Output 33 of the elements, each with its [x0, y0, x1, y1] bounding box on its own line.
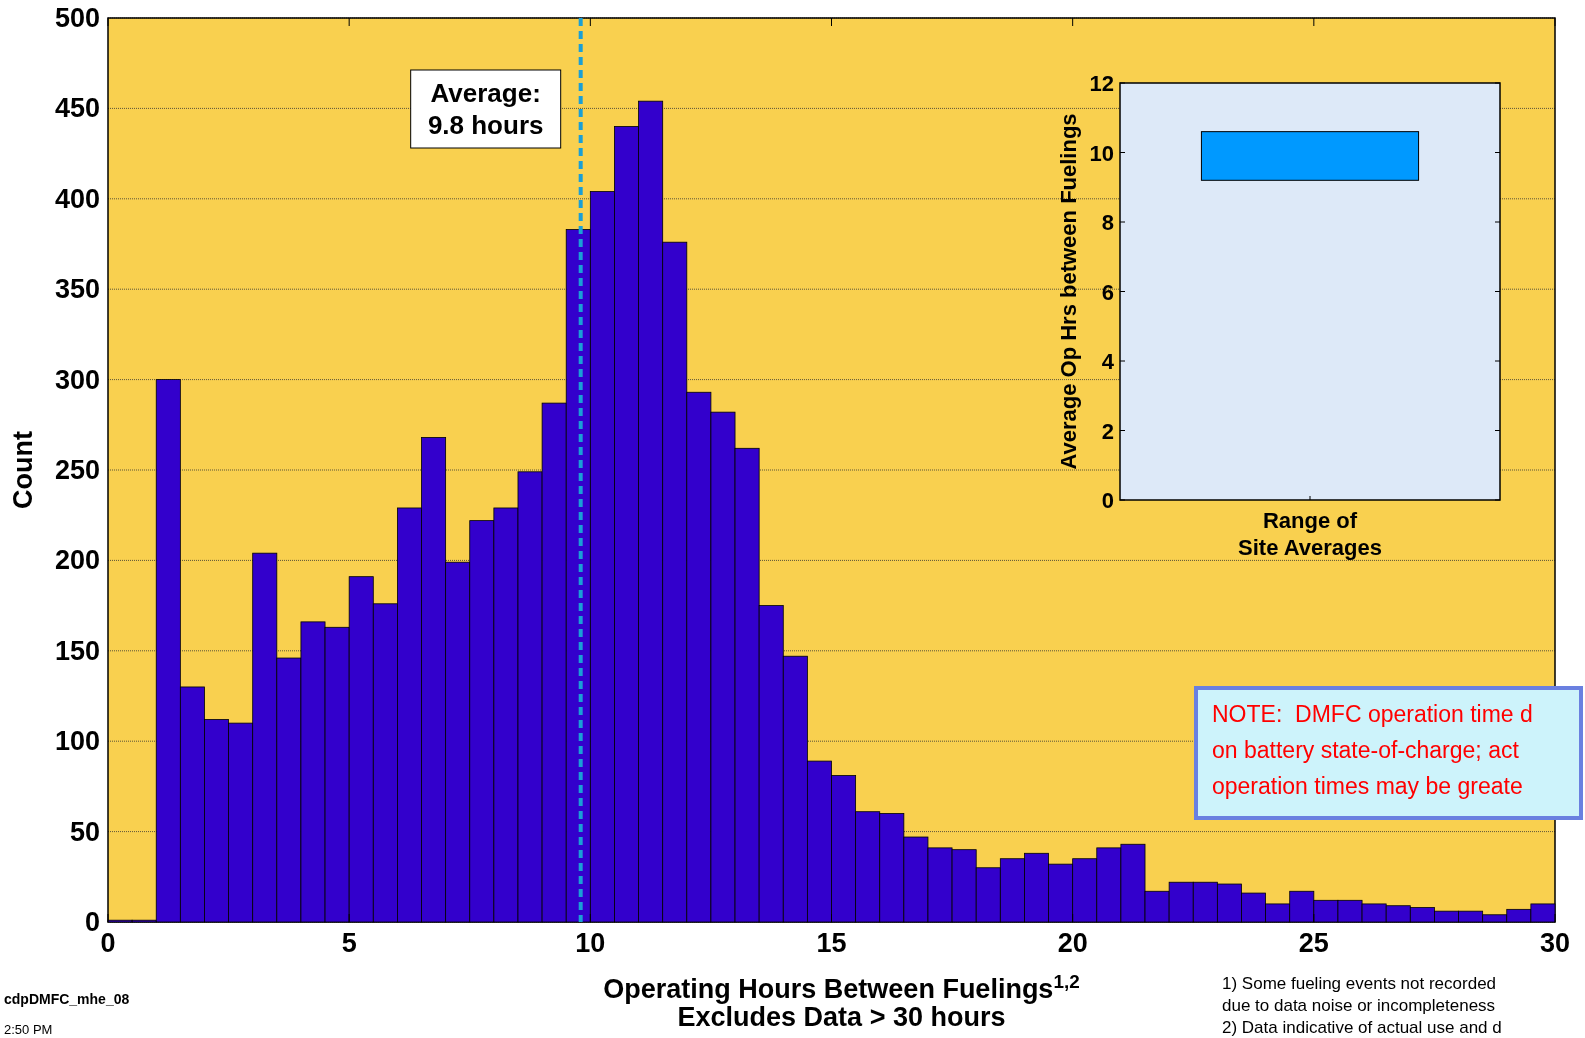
text: Operating Hours Between Fuelings$^{1,2}$ Excludes Data > 30 hours — [603, 970, 1080, 1032]
y-tick-label: 300 — [54, 364, 100, 395]
y-tick-label: 10 — [1089, 140, 1114, 166]
x-tick-label: 10 — [575, 928, 606, 958]
x-tick-label: 30 — [1539, 928, 1571, 958]
y-axis-title: Average Op Hrs between Fuelings — [1056, 113, 1081, 470]
text: 1) Some fueling events not recorded due to data noise or incompleteness 2) Data indicative of actual use and d — [1222, 974, 1502, 1037]
y-axis-title: Count — [8, 431, 38, 509]
x-tick-label: 5 — [341, 928, 357, 958]
y-tick-label: 50 — [69, 816, 100, 847]
y-tick-label: 0 — [1101, 488, 1114, 513]
y-tick-label: 200 — [54, 545, 100, 576]
x-axis-title: Range of Site Averages — [1238, 508, 1382, 560]
y-tick-label: 450 — [54, 93, 100, 124]
y-tick-label: 150 — [54, 635, 100, 666]
annotation: NOTE: DMFC operation time d on battery state-of-charge; act operation times may be greate — [1212, 701, 1533, 799]
x-tick-label: 20 — [1057, 928, 1088, 958]
y-tick-label: 500 — [54, 3, 100, 33]
y-tick-label: 100 — [54, 726, 100, 757]
y-tick-label: 250 — [54, 455, 100, 485]
y-tick-label: 0 — [84, 907, 100, 937]
x-tick-label: 25 — [1298, 928, 1329, 958]
ref-line-label: Average: 9.8 hours — [427, 78, 544, 140]
text: cdpDMFC_mhe_08 — [4, 991, 130, 1007]
y-tick-label: 400 — [54, 183, 100, 214]
y-tick-label: 350 — [54, 274, 100, 305]
y-tick-label: 8 — [1101, 210, 1114, 235]
y-tick-label: 12 — [1089, 71, 1114, 96]
text: 2:50 PM — [4, 1022, 53, 1037]
y-tick-label: 6 — [1101, 279, 1114, 305]
x-tick-label: 15 — [816, 928, 847, 958]
y-tick-label: 4 — [1101, 349, 1115, 374]
y-tick-label: 2 — [1101, 418, 1114, 444]
